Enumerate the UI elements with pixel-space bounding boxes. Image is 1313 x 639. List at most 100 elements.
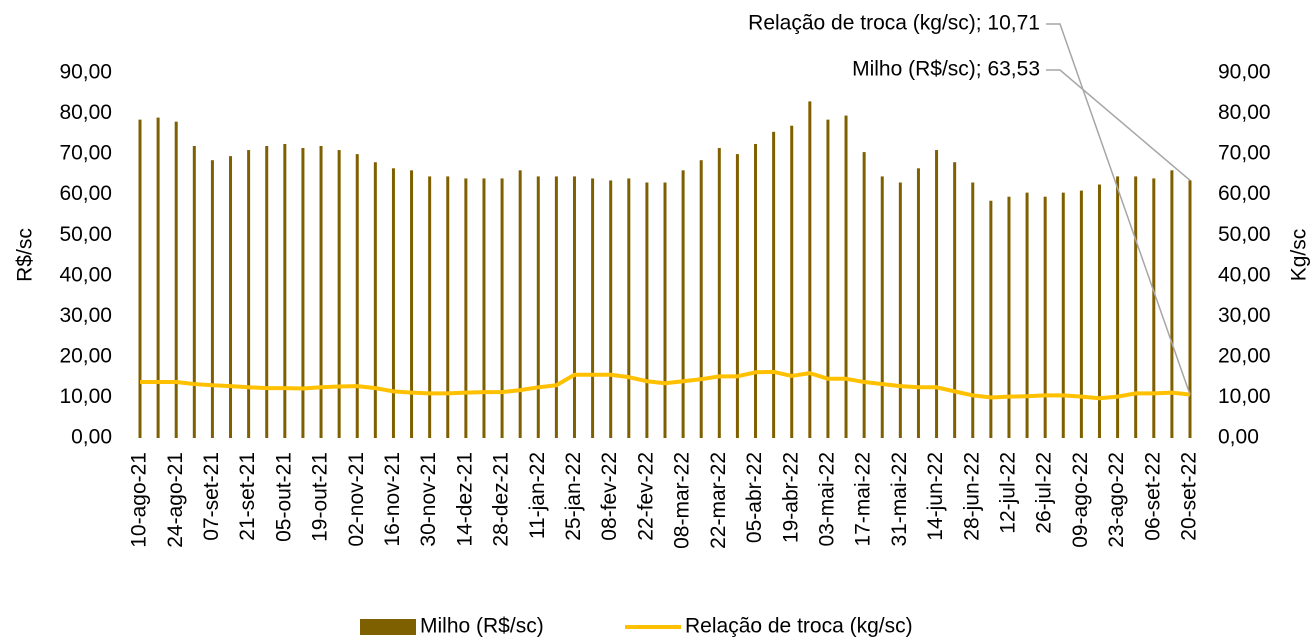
x-tick-label: 19-abr-22 (779, 452, 802, 543)
annotation: Milho (R$/sc); 63,53 (852, 58, 1040, 81)
x-tick-label: 17-mai-22 (852, 452, 875, 547)
bar (210, 160, 214, 438)
bar (337, 150, 341, 439)
legend-label: Milho (R$/sc) (420, 615, 544, 638)
x-tick-label: 12-jul-22 (997, 452, 1020, 534)
bar (1134, 176, 1138, 438)
x-tick-label: 03-mai-22 (815, 452, 838, 547)
bar (174, 121, 178, 439)
y-tick-label: 50,00 (59, 223, 112, 246)
x-tick-label: 28-dez-21 (490, 452, 513, 547)
x-tick-label: 02-nov-21 (345, 452, 368, 547)
bar (953, 162, 957, 438)
bar (645, 182, 649, 438)
bar (1097, 184, 1101, 438)
bar (428, 176, 432, 438)
bar (1025, 192, 1029, 438)
bar (1188, 180, 1192, 438)
bar (554, 176, 558, 438)
x-tick-label: 08-fev-22 (598, 452, 621, 541)
bar (1116, 176, 1120, 438)
bar (391, 168, 395, 439)
bar (464, 178, 468, 438)
annotation: Relação de troca (kg/sc); 10,71 (748, 12, 1040, 35)
bar (916, 168, 920, 439)
bar (989, 200, 993, 438)
bar (591, 178, 595, 438)
bar (355, 154, 359, 438)
y2-tick-label: 60,00 (1218, 182, 1271, 205)
x-tick-label: 31-mai-22 (888, 452, 911, 547)
bar (880, 176, 884, 438)
leader-line (1046, 69, 1191, 181)
bar (265, 146, 269, 438)
bar (373, 162, 377, 438)
x-tick-label: 14-dez-21 (453, 452, 476, 547)
bar (862, 152, 866, 439)
x-tick-label: 22-mar-22 (707, 452, 730, 549)
bar (681, 170, 685, 439)
x-tick-label: 19-out-21 (309, 452, 332, 542)
x-tick-label: 05-abr-22 (743, 452, 766, 543)
bar (898, 182, 902, 438)
x-tick-label: 26-jul-22 (1033, 452, 1056, 534)
bar (518, 170, 522, 439)
y2-tick-label: 40,00 (1218, 263, 1271, 286)
y-axis-title: R$/sc (14, 228, 37, 282)
x-tick-label: 08-mar-22 (671, 452, 694, 549)
y-tick-label: 70,00 (59, 142, 112, 165)
x-tick-label: 25-jan-22 (562, 452, 585, 541)
y-tick-label: 60,00 (59, 182, 112, 205)
bar (229, 156, 233, 438)
legend-label: Relação de troca (kg/sc) (685, 615, 913, 638)
x-tick-label: 23-ago-22 (1105, 452, 1128, 548)
y2-tick-label: 0,00 (1218, 426, 1259, 449)
y-tick-label: 10,00 (59, 385, 112, 408)
legend-swatch (360, 619, 416, 635)
bar (283, 143, 287, 438)
y-tick-label: 30,00 (59, 304, 112, 327)
y-tick-label: 0,00 (71, 426, 112, 449)
x-tick-label: 09-ago-22 (1069, 452, 1092, 548)
bar (699, 160, 703, 438)
bar (609, 180, 613, 438)
bar (1079, 190, 1083, 438)
bar (808, 101, 812, 438)
x-tick-label: 14-jun-22 (924, 452, 947, 541)
y2-tick-label: 50,00 (1218, 223, 1271, 246)
bar (717, 148, 721, 438)
bar (754, 143, 758, 438)
x-tick-label: 16-nov-21 (381, 452, 404, 547)
y-tick-label: 90,00 (59, 61, 112, 84)
bar (1061, 192, 1065, 438)
bar (772, 131, 776, 439)
y2-tick-label: 70,00 (1218, 142, 1271, 165)
bar (1007, 196, 1011, 438)
y-tick-label: 20,00 (59, 344, 112, 367)
bar (935, 150, 939, 439)
bar (627, 178, 631, 438)
x-tick-label: 30-nov-21 (417, 452, 440, 547)
bar (446, 176, 450, 438)
x-tick-label: 11-jan-22 (526, 452, 549, 539)
x-tick-label: 28-jun-22 (960, 452, 983, 541)
bar (536, 176, 540, 438)
y2-axis-title: Kg/sc (1288, 229, 1311, 282)
bar (844, 115, 848, 438)
bar (1152, 178, 1156, 438)
bar (826, 119, 830, 438)
y2-tick-label: 10,00 (1218, 385, 1271, 408)
x-tick-label: 07-set-21 (200, 452, 223, 541)
bar (1043, 196, 1047, 438)
x-tick-label: 05-out-21 (272, 452, 295, 542)
bar (192, 146, 196, 438)
bar (156, 117, 160, 438)
x-tick-label: 10-ago-21 (128, 452, 151, 548)
bar (319, 146, 323, 438)
x-tick-label: 24-ago-21 (164, 452, 187, 548)
y-tick-label: 80,00 (59, 101, 112, 124)
bar (138, 119, 142, 438)
bar (971, 182, 975, 438)
bar (247, 150, 251, 439)
